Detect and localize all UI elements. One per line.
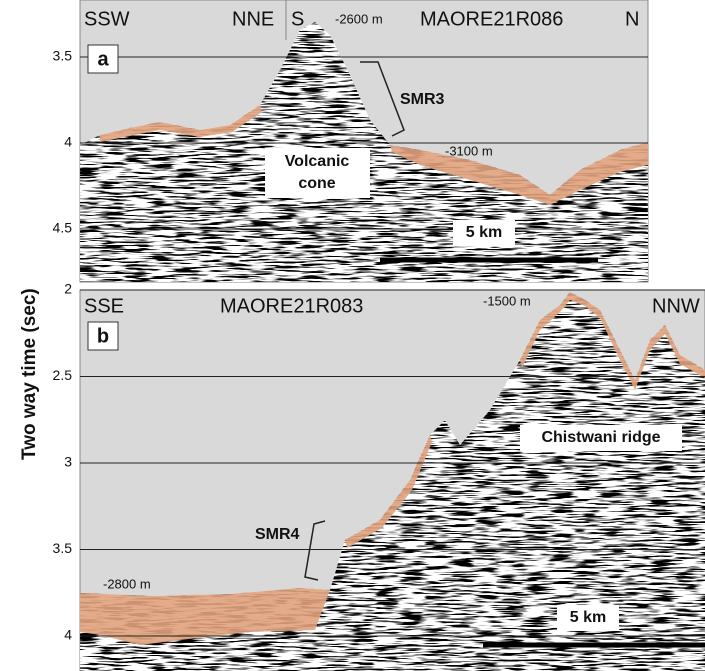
feature-label: Chistwani ridge [541, 429, 660, 446]
panel-label: a [97, 48, 109, 70]
direction-label: NNE [232, 8, 274, 30]
feature-label: Volcanic [285, 153, 350, 170]
depth-label: -2800 m [103, 576, 151, 591]
depth-label: -1500 m [483, 293, 531, 308]
unit-label: SMR4 [255, 526, 300, 543]
sediment-layer [345, 435, 432, 548]
direction-label: NNW [652, 295, 700, 317]
y-tick-label: 3.5 [53, 540, 73, 556]
y-tick-label: 4.5 [53, 220, 73, 236]
y-tick-label: 3 [64, 454, 72, 470]
depth-label: -2600 m [335, 11, 383, 26]
unit-label: SMR3 [400, 91, 445, 108]
y-tick-label: 3.5 [53, 48, 73, 64]
sediment-layer [100, 105, 262, 142]
panel-label-box [87, 321, 119, 351]
annotation-box [520, 425, 682, 451]
y-tick-label: 2 [64, 281, 72, 297]
scale-box [453, 220, 515, 246]
direction-label: S [291, 8, 304, 30]
scale-label: 5 km [466, 224, 502, 241]
panel-a: 3.544.5 SSW NNE S -2600 m MAORE21R086 N … [53, 0, 649, 283]
direction-label: SSE [84, 295, 124, 317]
scale-label: 5 km [570, 609, 606, 626]
panel-b: 22.533.54 SSE MAORE21R083 -1500 m NNW b … [53, 281, 705, 671]
unit-bracket [360, 61, 405, 137]
direction-label: N [625, 8, 639, 30]
direction-label: SSW [84, 8, 130, 30]
profile-name: MAORE21R083 [220, 295, 363, 317]
sediment-layer [80, 588, 330, 645]
sediment-layer [520, 292, 705, 390]
scale-box [557, 605, 619, 631]
sediment-layer [390, 142, 648, 205]
profile-name: MAORE21R086 [420, 8, 563, 30]
feature-label: cone [298, 175, 335, 192]
annotation-box [265, 148, 370, 198]
unit-bracket [304, 520, 326, 581]
panel-label-box [87, 44, 119, 74]
depth-label: -3100 m [445, 143, 493, 158]
y-tick-label: 2.5 [53, 367, 73, 383]
y-axis-label: Two way time (sec) [19, 288, 40, 460]
y-tick-label: 4 [64, 134, 72, 150]
panel-label: b [97, 325, 109, 347]
y-tick-label: 4 [64, 627, 72, 643]
